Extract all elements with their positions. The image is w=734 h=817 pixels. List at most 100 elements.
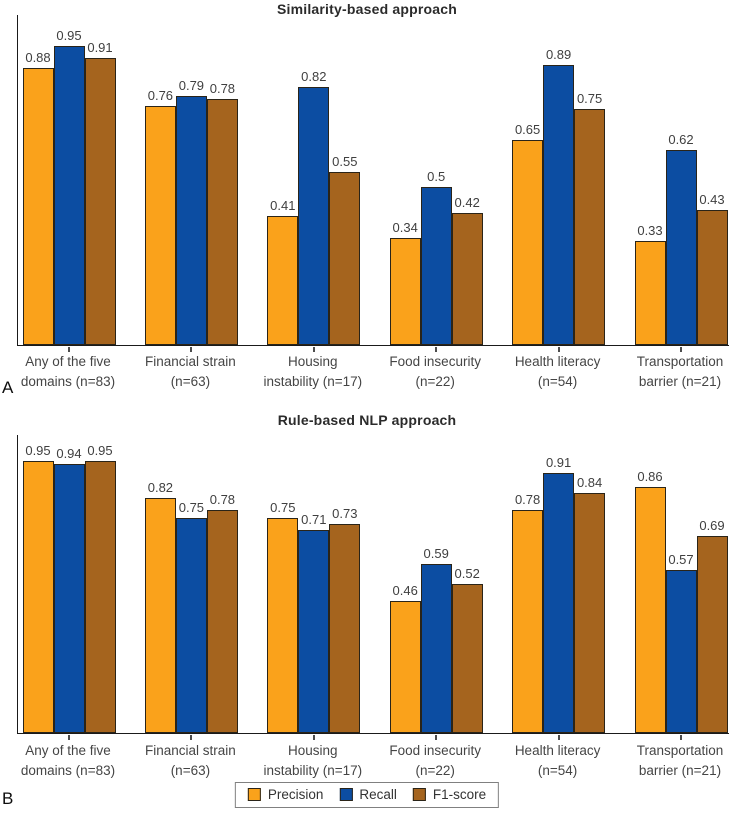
- value-label: 0.75: [576, 91, 603, 106]
- axis-tick: [435, 735, 438, 740]
- axis-tick: [68, 347, 70, 352]
- category-label: Housing instability (n=17): [238, 352, 388, 391]
- axis-tick: [680, 347, 682, 352]
- category-label-line: Financial strain: [144, 743, 236, 758]
- category-label: Food insecurity (n=22): [360, 741, 510, 780]
- value-label: 0.89: [545, 47, 572, 62]
- bar-f1-score-2: [329, 172, 361, 345]
- value-label: 0.73: [332, 506, 358, 521]
- category-label: Any of the five domains (n=83): [0, 352, 143, 391]
- panel-b-category-axis: Any of the five domains (n=83) Financial s…: [0, 741, 734, 783]
- category-label-line: barrier (n=21): [638, 762, 722, 778]
- legend-label-precision: Precision: [267, 787, 324, 802]
- bar-precision-4: [512, 510, 544, 733]
- category-label-line: (n=22): [415, 762, 455, 778]
- panel-a-letter: A: [2, 378, 14, 397]
- axis-tick: [557, 735, 560, 740]
- category-label-line: Any of the five: [25, 743, 111, 758]
- category-label-line: domains (n=83): [20, 373, 116, 389]
- value-label: 0.75: [270, 500, 296, 515]
- category-label: Food insecurity (n=22): [360, 352, 510, 391]
- value-label: 0.69: [699, 518, 725, 533]
- category-label: Any of the five domains (n=83): [0, 741, 143, 780]
- category-label-line: (n=54): [537, 762, 578, 778]
- value-label: 0.78: [209, 492, 236, 507]
- value-label: 0.82: [147, 480, 174, 495]
- bar-f1-score-5: [696, 210, 728, 345]
- value-label: 0.34: [392, 220, 418, 235]
- category-label: Financial strain (n=63): [115, 741, 265, 780]
- value-label: 0.42: [454, 195, 480, 210]
- value-label: 0.94: [56, 446, 82, 461]
- bar-f1-score-4: [574, 109, 606, 345]
- panel-b-plot-area: 0.95 0.94 0.95 0.82 0.75 0.78 0.75 0.71 0.73 0.46…: [17, 435, 729, 740]
- bar-recall-2: [298, 87, 330, 345]
- category-label: Financial strain (n=63): [115, 352, 265, 391]
- value-label: 0.55: [332, 154, 358, 169]
- bar-recall-3: [420, 187, 452, 345]
- value-label: 0.71: [301, 512, 327, 527]
- legend-label-f1-score: F1-score: [432, 787, 487, 802]
- axis-tick: [190, 735, 193, 740]
- value-label: 0.91: [87, 40, 113, 55]
- value-label: 0.52: [454, 566, 480, 581]
- category-label: Health literacy (n=54): [483, 741, 633, 780]
- panel-b-title: Rule-based NLP approach: [277, 412, 457, 428]
- value-label: 0.57: [668, 552, 694, 567]
- axis-tick: [190, 347, 193, 352]
- f1-score-swatch-icon: [412, 788, 426, 801]
- bar-recall-1: [175, 518, 207, 733]
- value-label: 0.86: [637, 469, 663, 484]
- category-label-line: instability (n=17): [263, 373, 363, 389]
- axis-tick: [312, 735, 315, 740]
- bar-recall-5: [665, 570, 697, 733]
- bar-f1-score-3: [451, 213, 483, 345]
- value-label: 0.75: [178, 500, 205, 515]
- bar-f1-score-0: [84, 461, 116, 733]
- value-label: 0.79: [178, 78, 205, 93]
- value-label: 0.84: [576, 475, 603, 490]
- category-label: Housing instability (n=17): [238, 741, 388, 780]
- bar-precision-5: [634, 241, 666, 345]
- value-label: 0.95: [56, 28, 82, 43]
- value-label: 0.88: [25, 50, 51, 65]
- category-label-line: Health literacy: [514, 354, 601, 369]
- bar-precision-2: [267, 518, 299, 733]
- legend-item-f1-score: F1-score: [412, 787, 487, 802]
- value-label: 0.82: [301, 69, 327, 84]
- bar-precision-3: [389, 601, 421, 733]
- bar-recall-2: [298, 530, 330, 733]
- value-label: 0.5: [427, 169, 446, 184]
- bar-f1-score-1: [206, 99, 238, 345]
- bar-recall-0: [53, 464, 85, 733]
- category-label: Health literacy (n=54): [483, 352, 633, 391]
- panel-a-plot-area: 0.88 0.95 0.91 0.76 0.79 0.78 0.41 0.82 0.55 0.34…: [17, 15, 729, 352]
- bar-precision-3: [389, 238, 421, 345]
- category-label-line: barrier (n=21): [638, 373, 722, 389]
- precision-swatch-icon: [247, 788, 261, 801]
- legend-item-precision: Precision: [247, 787, 324, 802]
- value-label: 0.43: [699, 192, 725, 207]
- bar-recall-4: [543, 473, 575, 733]
- bar-precision-1: [144, 106, 176, 345]
- value-label: 0.95: [87, 443, 113, 458]
- panel-a-title: Similarity-based approach: [276, 1, 458, 17]
- category-label-line: Transportation: [636, 354, 724, 369]
- bar-precision-5: [634, 487, 666, 733]
- category-label-line: (n=22): [415, 373, 455, 389]
- bar-f1-score-3: [451, 584, 483, 733]
- category-label-line: (n=63): [170, 762, 211, 778]
- category-label-line: Food insecurity: [389, 743, 481, 758]
- category-label-line: instability (n=17): [263, 762, 363, 778]
- recall-swatch-icon: [339, 788, 353, 801]
- axis-tick: [312, 347, 315, 352]
- category-label-line: Financial strain: [144, 354, 236, 369]
- category-label-line: Housing: [288, 354, 338, 369]
- value-label: 0.59: [423, 546, 449, 561]
- value-label: 0.33: [637, 223, 663, 238]
- axis-tick: [68, 735, 70, 740]
- value-label: 0.76: [147, 88, 174, 103]
- category-label-line: domains (n=83): [20, 762, 116, 778]
- category-label-line: Any of the five: [25, 354, 111, 369]
